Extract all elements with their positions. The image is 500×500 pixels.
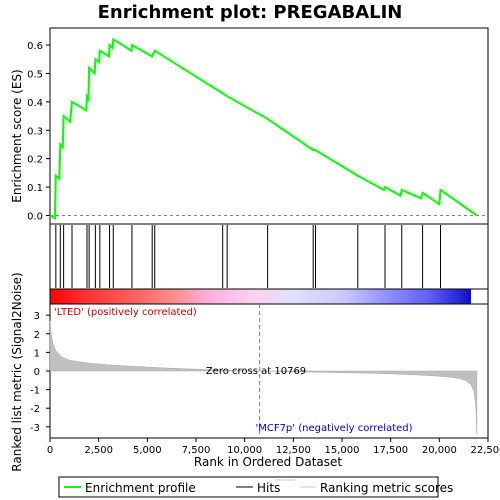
xtick-label: 2,500 [84, 445, 113, 456]
xtick-label: 5,000 [133, 445, 162, 456]
es-ylabel: Enrichment score (ES) [10, 69, 24, 202]
chart-title: Enrichment plot: PREGABALIN [98, 2, 403, 23]
ranking-metric-area [49, 320, 478, 435]
es-ytick-label: 0.6 [27, 41, 43, 52]
metric-ytick-label: 0 [34, 367, 40, 378]
xtick-label: 10,000 [227, 445, 262, 456]
metric-ytick-label: -2 [30, 404, 40, 415]
metric-ytick-label: -3 [30, 423, 40, 434]
xtick-label: 15,000 [325, 445, 360, 456]
metric-ytick-label: 3 [34, 311, 40, 322]
es-ytick-label: 0.4 [27, 98, 43, 109]
es-panel-frame [49, 27, 489, 225]
metric-ylabel: Ranked list metric (Signal2Noise) [10, 272, 24, 471]
xtick-label: 7,500 [182, 445, 211, 456]
es-ytick-label: 0.5 [27, 69, 43, 80]
xtick-label: 17,500 [373, 445, 408, 456]
positive-label: 'LTED' (positively correlated) [54, 307, 197, 318]
es-ytick-label: 0.1 [27, 183, 43, 194]
xtick-label: 0 [47, 445, 53, 456]
legend-metric-label: Ranking metric scores [320, 481, 453, 495]
x-axis-label: Rank in Ordered Dataset [194, 455, 342, 469]
hits-panel-frame [49, 223, 489, 290]
legend-enrichment-label: Enrichment profile [85, 481, 196, 495]
xtick-label: 12,500 [276, 445, 311, 456]
negative-label: 'MCF7p' (negatively correlated) [255, 423, 412, 434]
zero-cross-label: Zero cross at 10769 [206, 366, 306, 377]
xtick-label: 20,000 [422, 445, 457, 456]
enrichment-profile-line [49, 37, 478, 221]
es-ytick-label: 0.2 [27, 155, 43, 166]
xtick-label: 22,500 [471, 445, 500, 456]
metric-ytick-label: 1 [34, 348, 40, 359]
metric-ytick-label: 2 [34, 330, 40, 341]
metric-ytick-label: -1 [30, 386, 40, 397]
es-ytick-label: 0.3 [27, 126, 43, 137]
legend-hits-label: Hits [257, 481, 280, 495]
es-ytick-label: 0.0 [27, 211, 43, 222]
ranking-color-bar [50, 289, 471, 304]
